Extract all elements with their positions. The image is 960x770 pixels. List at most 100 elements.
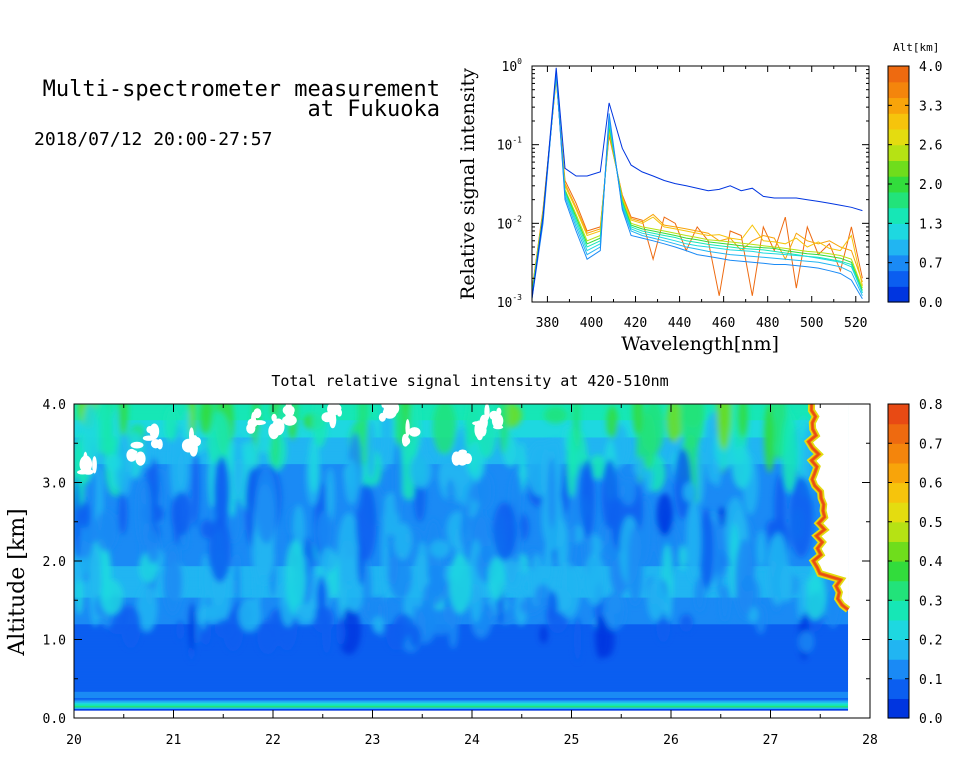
intensity-colorbar-swatch xyxy=(888,541,909,562)
altitude-colorbar-tick-label: 0.0 xyxy=(919,296,942,311)
heatmap-band xyxy=(74,686,849,689)
heatmap-xtick-label: 25 xyxy=(564,733,580,748)
heatmap-cell xyxy=(285,539,306,616)
intensity-colorbar-tick-label: 0.8 xyxy=(919,398,942,413)
heatmap-cell xyxy=(416,541,429,591)
heatmap-band xyxy=(74,659,849,662)
heatmap-gap xyxy=(381,404,386,408)
heatmap-cell xyxy=(116,433,132,498)
intensity-colorbar-tick-label: 0.2 xyxy=(919,634,942,649)
heatmap-cell xyxy=(682,482,695,502)
intensity-colorbar-swatch xyxy=(888,580,909,601)
heatmap-band xyxy=(74,674,849,677)
heatmap-cell xyxy=(767,532,789,606)
spectrum-series-line-5 xyxy=(532,75,863,294)
spectrum-series-line-9 xyxy=(532,79,863,296)
heatmap-cell xyxy=(556,519,569,573)
heatmap-ytick-label: 1.0 xyxy=(43,634,66,649)
heatmap-cell xyxy=(686,499,702,583)
intensity-colorbar-swatch xyxy=(888,639,909,660)
intensity-colorbar-tick-label: 0.4 xyxy=(919,555,943,570)
heatmap-cell xyxy=(200,592,207,631)
intensity-colorbar-tick-label: 0.3 xyxy=(919,594,942,609)
heatmap-cell xyxy=(103,454,122,472)
heatmap-gap xyxy=(150,439,161,449)
heatmap-gap xyxy=(83,469,94,475)
intensity-colorbar-tick-label: 0.1 xyxy=(919,673,942,688)
spectrum-ytick-label: 10-2 xyxy=(497,214,522,232)
altitude-colorbar-tick-label: 2.6 xyxy=(919,139,942,154)
heatmap-cell xyxy=(366,419,376,480)
heatmap-cell xyxy=(459,515,468,548)
heatmap-cell xyxy=(632,404,644,436)
heatmap-band xyxy=(74,615,849,619)
heatmap-band xyxy=(74,408,849,411)
heatmap-gap xyxy=(131,450,138,455)
heatmap-cell xyxy=(447,478,454,504)
heatmap-xtick-label: 28 xyxy=(862,733,878,748)
heatmap-ytick-label: 2.0 xyxy=(43,555,66,570)
altitude-colorbar-ticks: 0.0 0.7 1.3 2.0 2.6 3.3 4.0 xyxy=(888,60,942,311)
heatmap-cell xyxy=(437,462,460,489)
heatmap-band xyxy=(74,612,849,615)
heatmap-band xyxy=(74,672,849,675)
spectrum-series-line-2 xyxy=(532,72,863,297)
spectrum-series-line-6 xyxy=(532,76,863,294)
heatmap-cell xyxy=(164,406,178,442)
heatmap-cell xyxy=(647,577,666,622)
heatmap-cell xyxy=(75,576,83,615)
heatmap-band xyxy=(74,678,849,681)
heatmap-cell xyxy=(372,616,385,634)
heatmap-band xyxy=(74,705,849,708)
heatmap-cell xyxy=(716,404,732,451)
heatmap-cell xyxy=(308,436,320,494)
heatmap-cell xyxy=(488,557,505,601)
heatmap-cell xyxy=(338,544,346,621)
heatmap-cell xyxy=(199,404,213,435)
heatmap-cell xyxy=(547,457,556,529)
heatmap-gap xyxy=(142,435,155,441)
spectrum-xtick-label: 460 xyxy=(712,316,735,331)
heatmap-cell xyxy=(774,473,787,543)
heatmap-cell xyxy=(163,550,183,615)
spectrum-ylabel: Relative signal intensity xyxy=(457,68,479,300)
heatmap-cell xyxy=(520,459,527,489)
heatmap-cell xyxy=(789,476,814,558)
heatmap-xtick-label: 20 xyxy=(66,733,82,748)
intensity-colorbar-swatch xyxy=(888,600,909,621)
heatmap-band xyxy=(74,645,849,648)
heatmap-cell xyxy=(731,445,752,489)
spectrum-ytick-label: 100 xyxy=(502,57,523,75)
altitude-colorbar-swatch xyxy=(888,113,909,130)
heatmap-cell xyxy=(656,493,674,537)
heatmap-band xyxy=(74,634,849,637)
spectrum-xlabel: Wavelength[nm] xyxy=(621,333,779,355)
heatmap-band xyxy=(74,656,849,659)
heatmap-cell xyxy=(429,540,451,558)
heatmap-cell xyxy=(238,597,262,633)
heatmap-band xyxy=(74,639,849,642)
heatmap-band xyxy=(74,700,849,703)
altitude-colorbar-tick-label: 4.0 xyxy=(919,60,942,75)
heatmap-cell xyxy=(429,565,445,606)
intensity-colorbar-swatch xyxy=(888,404,909,425)
heatmap-ticks: 20 21 22 23 24 25 26 27 28 0.0 1.0 2.0 3.0 4.0 xyxy=(43,398,878,748)
heatmap-band xyxy=(74,623,849,626)
heatmap-band xyxy=(74,697,849,700)
heatmap-cell xyxy=(206,411,231,466)
heatmap-gap xyxy=(403,437,411,445)
spectrum-xtick-label: 420 xyxy=(624,316,647,331)
heatmap-cell xyxy=(319,547,338,573)
heatmap-cell xyxy=(432,404,457,455)
heatmap-gap xyxy=(408,427,421,437)
spectrum-xtick-label: 380 xyxy=(536,316,559,331)
heatmap-band xyxy=(74,425,849,429)
heatmap-band xyxy=(74,636,849,639)
heatmap-cell xyxy=(590,454,605,480)
heatmap-cell xyxy=(543,541,554,587)
heatmap-cell xyxy=(548,591,558,620)
heatmap-band xyxy=(74,707,849,710)
heatmap-band xyxy=(74,416,849,419)
heatmap-band xyxy=(74,637,849,640)
heatmap-cell xyxy=(798,630,815,654)
